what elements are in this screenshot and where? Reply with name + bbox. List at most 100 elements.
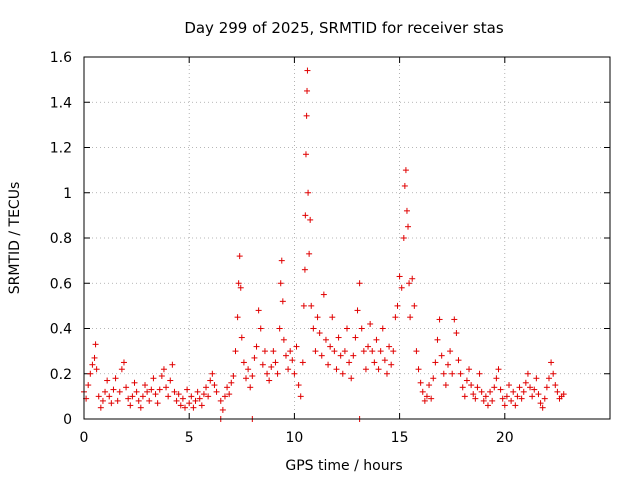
y-tick-label: 1 — [63, 186, 72, 202]
data-point — [165, 393, 172, 400]
data-point — [506, 382, 513, 389]
data-point — [411, 302, 418, 309]
data-point — [142, 382, 149, 389]
y-tick-label: 1.4 — [50, 95, 72, 111]
x-tick-label: 0 — [80, 430, 89, 446]
data-point — [268, 363, 275, 370]
data-point — [512, 402, 519, 409]
y-axis-label: SRMTID / TECUs — [7, 182, 23, 295]
data-point — [198, 402, 205, 409]
data-point — [184, 386, 191, 393]
data-point — [314, 314, 321, 321]
data-point — [219, 406, 226, 413]
data-point — [453, 330, 460, 337]
data-point — [371, 359, 378, 366]
data-point — [440, 370, 447, 377]
data-point — [430, 375, 437, 382]
y-tick-label: 1.2 — [50, 141, 72, 157]
data-point — [221, 393, 228, 400]
data-point — [303, 112, 310, 119]
data-point — [102, 388, 109, 395]
data-point — [367, 320, 374, 327]
data-point — [181, 404, 188, 411]
data-point — [264, 370, 271, 377]
y-tick-label: 0.2 — [50, 367, 72, 383]
data-point — [362, 366, 369, 373]
data-point — [409, 275, 416, 282]
data-point — [415, 366, 422, 373]
data-point — [386, 343, 393, 350]
data-point — [129, 393, 136, 400]
data-point — [388, 361, 395, 368]
x-tick-label: 15 — [391, 430, 409, 446]
data-point — [237, 284, 244, 291]
data-point — [278, 257, 285, 264]
data-point — [394, 302, 401, 309]
data-point — [243, 375, 250, 382]
data-point — [224, 384, 231, 391]
data-point — [295, 382, 302, 389]
data-point — [373, 336, 380, 343]
data-point — [552, 382, 559, 389]
data-point — [392, 314, 399, 321]
x-tick-label: 5 — [185, 430, 194, 446]
data-point — [152, 391, 159, 398]
data-point — [240, 359, 247, 366]
data-point — [163, 384, 170, 391]
data-point — [463, 377, 470, 384]
data-point — [211, 382, 218, 389]
y-tick-label: 0 — [63, 412, 72, 428]
plot-frame — [83, 56, 611, 420]
data-point — [339, 370, 346, 377]
data-point — [310, 325, 317, 332]
data-point — [316, 330, 323, 337]
data-point — [478, 388, 485, 395]
data-point — [428, 395, 435, 402]
data-point — [403, 207, 410, 214]
data-point — [156, 386, 163, 393]
data-point — [406, 280, 413, 287]
data-point — [447, 348, 454, 355]
data-point — [419, 388, 426, 395]
data-point — [550, 370, 557, 377]
data-point — [230, 373, 237, 380]
data-point — [466, 366, 473, 373]
data-point — [472, 395, 479, 402]
data-point — [417, 379, 424, 386]
data-point — [160, 366, 167, 373]
data-point — [177, 402, 184, 409]
data-point — [442, 382, 449, 389]
data-point — [245, 366, 252, 373]
data-point — [516, 384, 523, 391]
data-point — [476, 370, 483, 377]
data-point — [305, 189, 312, 196]
data-point — [322, 336, 329, 343]
data-point — [306, 250, 313, 257]
data-point — [167, 377, 174, 384]
data-point — [331, 348, 338, 355]
data-point — [390, 348, 397, 355]
data-point — [169, 361, 176, 368]
data-point — [209, 370, 216, 377]
data-point — [554, 388, 561, 395]
data-point — [261, 348, 268, 355]
data-point — [341, 348, 348, 355]
data-point — [91, 354, 98, 361]
axis-ticks: 0 0.2 0.4 0.6 0.8 1 1.2 1.4 1.6 0 5 10 15 20 — [50, 50, 610, 446]
data-point — [335, 334, 342, 341]
data-point — [255, 307, 262, 314]
data-point — [280, 336, 287, 343]
data-point — [375, 366, 382, 373]
data-point — [95, 393, 102, 400]
data-point — [482, 393, 489, 400]
y-tick-label: 0.4 — [50, 322, 72, 338]
data-point — [312, 348, 319, 355]
data-point — [497, 386, 504, 393]
data-point — [158, 373, 165, 380]
data-point — [407, 314, 414, 321]
data-point — [379, 325, 386, 332]
data-point — [235, 280, 242, 287]
x-axis-label: GPS time / hours — [285, 458, 402, 474]
data-point — [337, 352, 344, 359]
data-point — [118, 366, 125, 373]
